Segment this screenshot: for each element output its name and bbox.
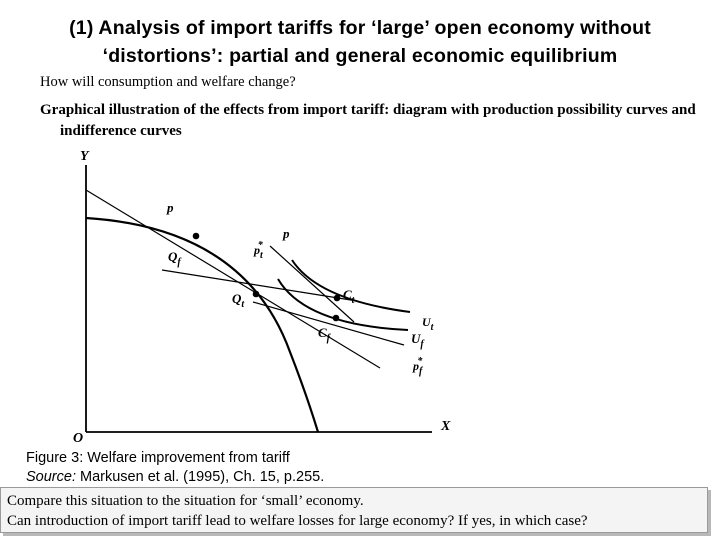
label-p-top: p xyxy=(166,200,174,215)
price-line-pf-star xyxy=(252,301,405,346)
question-graphical-illustration: Graphical illustration of the effects fr… xyxy=(40,102,696,139)
label-cf: Cf xyxy=(318,325,332,344)
label-pt-star: pt* xyxy=(253,240,264,261)
slide-title: (1) Analysis of import tariffs for ‘larg… xyxy=(30,14,690,70)
label-y-axis: Y xyxy=(80,149,90,164)
indifference-curve-uf xyxy=(277,278,409,331)
indifference-curve-ut xyxy=(291,259,411,313)
label-origin: O xyxy=(73,431,83,446)
point-ct xyxy=(333,294,341,302)
source-text: Markusen et al. (1995), Ch. 15, p.255. xyxy=(75,469,325,485)
label-x-axis: X xyxy=(440,419,451,434)
price-line-p-ct xyxy=(269,245,355,323)
question-consumption-welfare: How will consumption and welfare change? xyxy=(40,74,296,90)
title-line-1: (1) Analysis of import tariffs for ‘larg… xyxy=(69,17,651,39)
label-p-mid: p xyxy=(282,226,290,241)
label-qf: Qf xyxy=(168,249,182,268)
point-qt xyxy=(252,290,260,298)
label-uf: Uf xyxy=(411,331,425,350)
label-pf-star: pf* xyxy=(412,356,424,377)
discussion-box: Compare this situation to the situation … xyxy=(0,487,708,533)
figure-caption: Figure 3: Welfare improvement from tarif… xyxy=(26,449,324,487)
title-line-2: ‘distortions’: partial and general econo… xyxy=(102,45,618,67)
point-cf xyxy=(332,314,340,322)
label-ct: Ct xyxy=(343,287,356,306)
label-ut: Ut xyxy=(422,315,435,333)
caption-source: Source: Markusen et al. (1995), Ch. 15, … xyxy=(26,468,324,487)
caption-line: Figure 3: Welfare improvement from tarif… xyxy=(26,450,290,466)
discussion-line-2: Can introduction of import tariff lead t… xyxy=(7,513,588,529)
label-qt: Qt xyxy=(232,291,245,310)
point-qf xyxy=(192,232,200,240)
price-line-p xyxy=(85,189,381,369)
production-possibility-curve xyxy=(85,216,320,433)
source-label: Source: xyxy=(26,469,76,485)
discussion-line-1: Compare this situation to the situation … xyxy=(7,493,364,509)
